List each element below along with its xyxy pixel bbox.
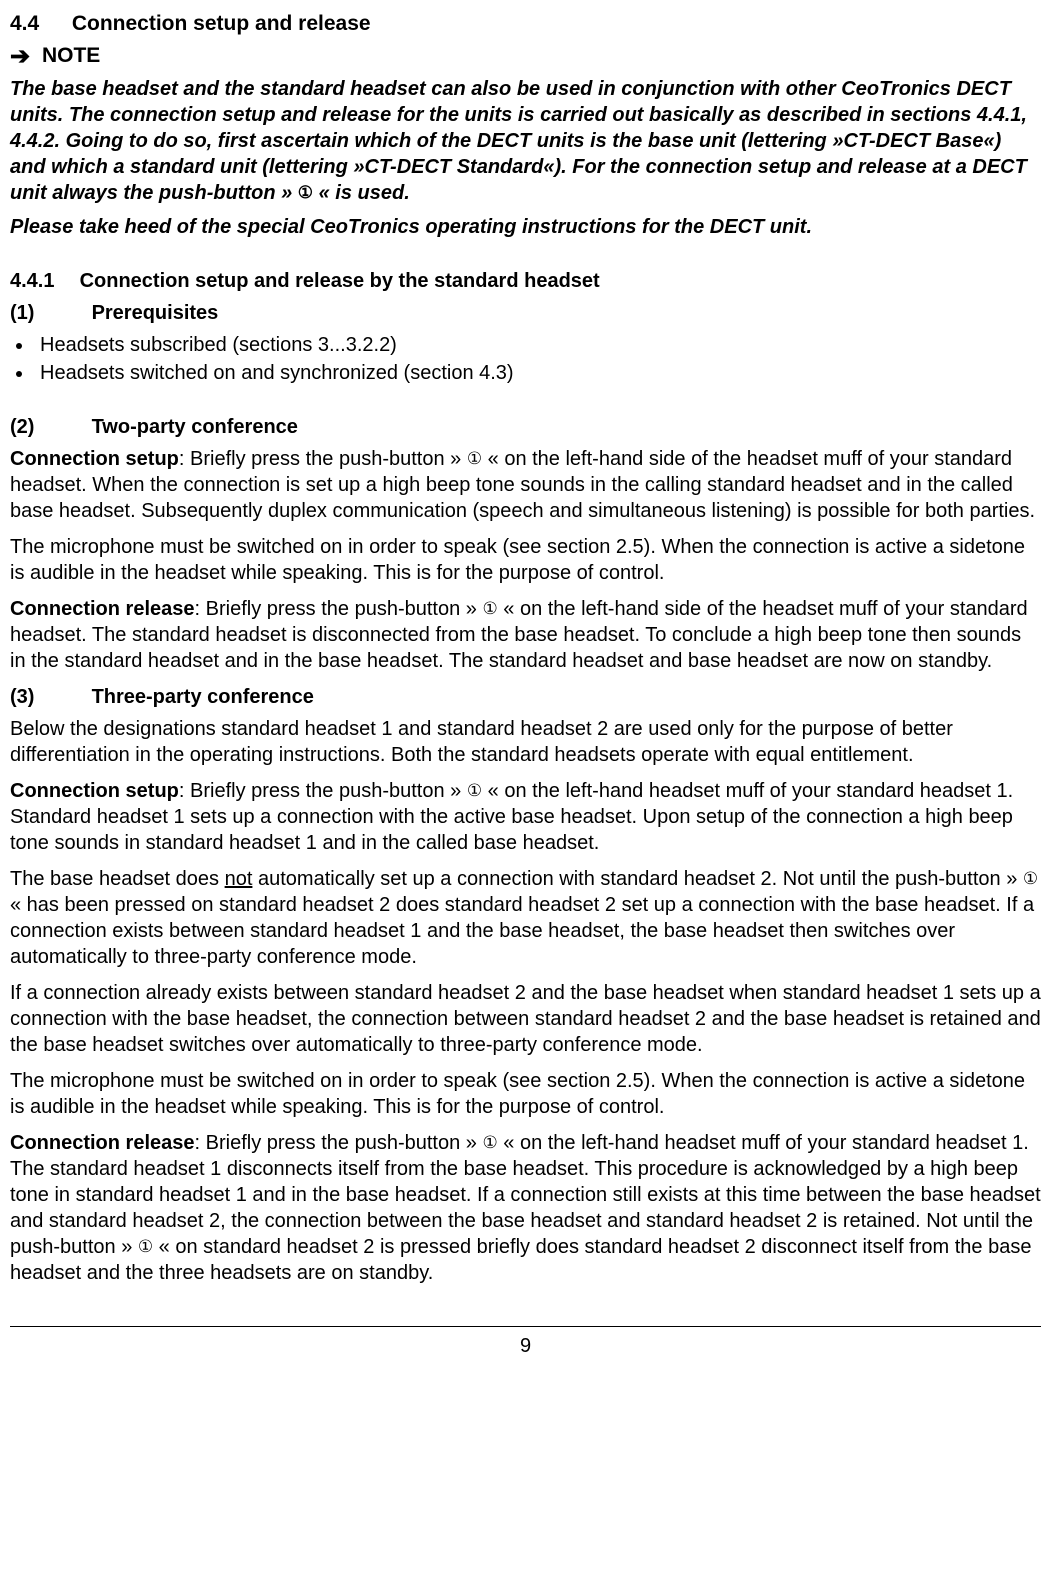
list-item: Headsets switched on and synchronized (s…	[34, 360, 1041, 388]
part1-title: Prerequisites	[92, 302, 219, 324]
footer-rule	[10, 1326, 1041, 1327]
arrow-right-icon: ➔	[10, 41, 30, 72]
part3-p6-runin: Connection release	[10, 1132, 195, 1154]
part3-p3-b: automatically set up a connection with s…	[252, 868, 1022, 890]
part2-p1-runin: Connection setup	[10, 448, 179, 470]
section-heading: 4.4 Connection setup and release	[10, 10, 1041, 37]
part3-p2: Connection setup: Briefly press the push…	[10, 778, 1041, 856]
part2-p3-runin: Connection release	[10, 598, 195, 620]
circled-one-icon: ①	[482, 1132, 497, 1154]
part3-p3: The base headset does not automatically …	[10, 866, 1041, 970]
part2-p1-a: : Briefly press the push-button »	[179, 448, 467, 470]
part3-p6: Connection release: Briefly press the pu…	[10, 1130, 1041, 1286]
note-body-pre: The base headset and the standard headse…	[10, 78, 1027, 204]
circled-one-icon: ①	[1023, 868, 1038, 890]
part1-paren: (1)	[10, 300, 86, 326]
part3-heading: (3) Three-party conference	[10, 684, 1041, 710]
part3-p6-a: : Briefly press the push-button »	[195, 1132, 483, 1154]
subsection-title: Connection setup and release by the stan…	[80, 270, 600, 292]
part3-paren: (3)	[10, 684, 86, 710]
circled-one-icon: ①	[298, 182, 313, 204]
part2-p3: Connection release: Briefly press the pu…	[10, 596, 1041, 674]
part1-heading: (1) Prerequisites	[10, 300, 1041, 326]
part2-heading: (2) Two-party conference	[10, 414, 1041, 440]
note-label: NOTE	[42, 44, 100, 67]
circled-one-icon: ①	[467, 780, 482, 802]
part3-p2-runin: Connection setup	[10, 780, 179, 802]
section-title: Connection setup and release	[72, 12, 371, 35]
part3-p3-not: not	[225, 868, 253, 890]
part2-p2: The microphone must be switched on in or…	[10, 534, 1041, 586]
note-heading: ➔ NOTE	[10, 41, 1041, 72]
page-number: 9	[10, 1333, 1041, 1359]
part3-p6-c: « on standard headset 2 is pressed brief…	[10, 1236, 1031, 1284]
part2-paren: (2)	[10, 414, 86, 440]
part2-p1: Connection setup: Briefly press the push…	[10, 446, 1041, 524]
subsection-heading: 4.4.1 Connection setup and release by th…	[10, 268, 1041, 294]
part3-p1: Below the designations standard headset …	[10, 716, 1041, 768]
note-body: The base headset and the standard headse…	[10, 76, 1041, 206]
section-number: 4.4	[10, 10, 66, 37]
note-body-post: « is used.	[313, 182, 410, 204]
subsection-number: 4.4.1	[10, 268, 74, 294]
note-footer: Please take heed of the special CeoTroni…	[10, 214, 1041, 240]
circled-one-icon: ①	[467, 448, 482, 470]
circled-one-icon: ①	[482, 598, 497, 620]
part3-p4: If a connection already exists between s…	[10, 980, 1041, 1058]
circled-one-icon: ①	[138, 1236, 153, 1258]
part3-p3-c: « has been pressed on standard headset 2…	[10, 894, 1034, 968]
part3-p5: The microphone must be switched on in or…	[10, 1068, 1041, 1120]
part3-p3-a: The base headset does	[10, 868, 225, 890]
prerequisites-list: Headsets subscribed (sections 3...3.2.2)…	[10, 332, 1041, 388]
part3-title: Three-party conference	[92, 686, 314, 708]
part3-p2-a: : Briefly press the push-button »	[179, 780, 467, 802]
part2-title: Two-party conference	[92, 416, 298, 438]
list-item: Headsets subscribed (sections 3...3.2.2)	[34, 332, 1041, 360]
part2-p3-a: : Briefly press the push-button »	[195, 598, 483, 620]
